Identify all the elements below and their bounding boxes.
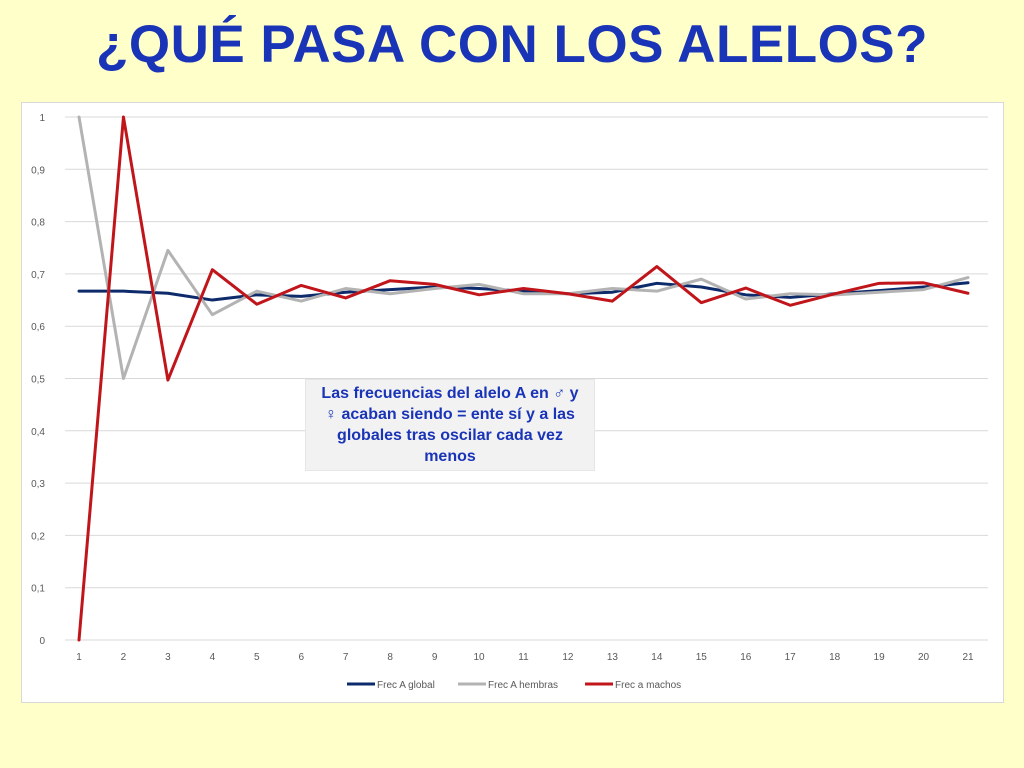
x-tick-label: 16 (740, 652, 752, 663)
y-axis-ticks: 0 0,1 0,2 0,3 0,4 0,5 0,6 0,7 0,8 0,9 1 (31, 113, 45, 647)
y-tick-label: 0,3 (31, 479, 45, 490)
y-tick-label: 0,7 (31, 270, 45, 281)
x-tick-label: 5 (254, 652, 260, 663)
x-tick-label: 6 (298, 652, 304, 663)
x-tick-label: 19 (874, 652, 886, 663)
x-tick-label: 21 (962, 652, 974, 663)
x-tick-label: 18 (829, 652, 841, 663)
legend: Frec A global Frec A hembras Frec a machos (347, 680, 681, 691)
x-tick-label: 11 (518, 652, 529, 663)
y-tick-label: 1 (39, 113, 45, 124)
x-tick-label: 7 (343, 652, 349, 663)
series-line-2 (77, 115, 970, 642)
y-tick-label: 0,6 (31, 322, 45, 333)
x-tick-label: 1 (76, 652, 82, 663)
y-tick-label: 0,2 (31, 531, 45, 542)
y-tick-label: 0 (39, 636, 45, 647)
y-tick-label: 0,1 (31, 584, 45, 595)
legend-label-0: Frec A global (377, 680, 435, 691)
legend-label-1: Frec A hembras (488, 680, 558, 691)
x-tick-label: 2 (121, 652, 127, 663)
x-tick-label: 9 (432, 652, 438, 663)
x-tick-label: 14 (651, 652, 663, 663)
y-tick-label: 0,9 (31, 165, 45, 176)
annotation-text: Las frecuencias del alelo A en ♂ y ♀ aca… (321, 385, 579, 465)
x-tick-label: 3 (165, 652, 171, 663)
x-tick-label: 15 (696, 652, 708, 663)
x-tick-label: 8 (387, 652, 393, 663)
x-tick-label: 17 (785, 652, 797, 663)
series-lines (77, 115, 970, 642)
x-tick-label: 13 (607, 652, 619, 663)
x-tick-label: 10 (473, 652, 485, 663)
series-line-0 (77, 281, 970, 302)
x-axis-ticks: 1 2 3 4 5 6 7 8 9 10 11 12 13 14 15 16 17 18 19 20 21 (76, 652, 974, 663)
y-tick-label: 0,8 (31, 218, 45, 229)
y-tick-label: 0,5 (31, 375, 45, 386)
y-tick-label: 0,4 (31, 427, 45, 438)
legend-label-2: Frec a machos (615, 680, 681, 691)
annotation-box: Las frecuencias del alelo A en ♂ y ♀ aca… (305, 379, 595, 471)
slide-title: ¿QUÉ PASA CON LOS ALELOS? (95, 15, 929, 74)
series-line-1 (77, 115, 970, 380)
x-tick-label: 4 (210, 652, 216, 663)
x-tick-label: 12 (562, 652, 574, 663)
x-tick-label: 20 (918, 652, 930, 663)
